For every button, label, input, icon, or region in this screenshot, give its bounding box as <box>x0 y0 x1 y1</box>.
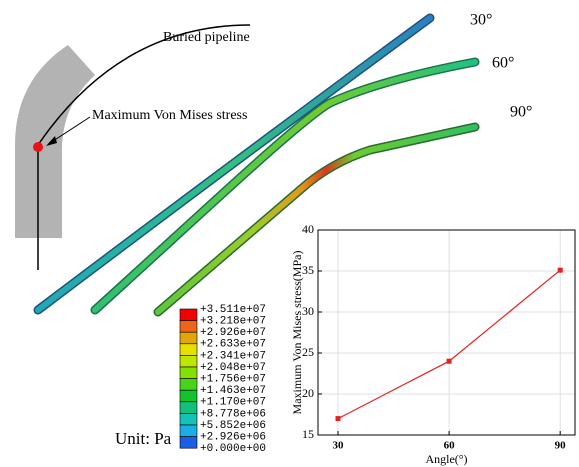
legend-swatch <box>180 425 197 437</box>
legend-label: +8.778e+06 <box>200 408 266 420</box>
legend-label: +3.218e+07 <box>200 316 266 328</box>
legend-label: +2.633e+07 <box>200 339 266 351</box>
unit-label: Unit: Pa <box>115 429 172 448</box>
legend-swatch <box>180 321 197 333</box>
y-tick-label: 25 <box>302 345 314 359</box>
legend-swatch <box>180 332 197 344</box>
legend-label: +3.511e+07 <box>200 304 266 316</box>
legend-label: +1.463e+07 <box>200 385 266 397</box>
legend-label: +0.000e+00 <box>200 443 266 455</box>
legend-swatch <box>180 344 197 356</box>
stress-label: Maximum Von Mises stress <box>92 108 247 123</box>
legend-swatch <box>180 367 197 379</box>
legend-swatch <box>180 309 197 321</box>
x-axis-label: Angle(°) <box>425 452 467 466</box>
legend-label: +2.048e+07 <box>200 362 266 374</box>
pipeline-label: Buried pipeline <box>163 30 250 45</box>
plot-area <box>318 230 575 435</box>
angle-label: 60° <box>492 55 514 72</box>
legend-label: +2.341e+07 <box>200 350 266 362</box>
data-marker <box>558 268 563 273</box>
legend-label: +1.170e+07 <box>200 397 266 409</box>
angle-label: 90° <box>510 104 532 121</box>
y-tick-label: 35 <box>302 263 314 277</box>
legend-label: +2.926e+07 <box>200 327 266 339</box>
chart: 15 20 25 30 35 40 30 60 90 Angle(°) Maximum Von Mi… <box>290 222 575 466</box>
x-tick-label: 30 <box>332 440 344 452</box>
legend-label: +2.926e+06 <box>200 432 266 444</box>
angle-label: 30° <box>470 12 492 29</box>
data-marker <box>447 359 452 364</box>
legend-swatch <box>180 390 197 402</box>
y-tick-label: 20 <box>302 386 314 400</box>
legend-label: +5.852e+06 <box>200 420 266 432</box>
legend-label: +1.756e+07 <box>200 374 266 386</box>
stress-point <box>33 142 43 152</box>
y-tick-label: 15 <box>302 427 314 441</box>
contour-legend: +3.511e+07+3.218e+07+2.926e+07+2.633e+07… <box>180 304 266 455</box>
data-marker <box>335 416 340 421</box>
x-tick-label: 60 <box>444 440 456 452</box>
y-axis-label: Maximum Von Mises stress(MPa) <box>290 251 304 415</box>
legend-swatch <box>180 413 197 425</box>
figure: Buried pipeline Maximum Von Mises stress… <box>0 0 579 467</box>
legend-swatch <box>180 402 197 414</box>
legend-swatch <box>180 355 197 367</box>
legend-swatch <box>180 437 197 449</box>
x-tick-label: 90 <box>555 440 567 452</box>
y-tick-label: 40 <box>302 222 314 236</box>
legend-swatch <box>180 379 197 391</box>
y-tick-label: 30 <box>302 304 314 318</box>
